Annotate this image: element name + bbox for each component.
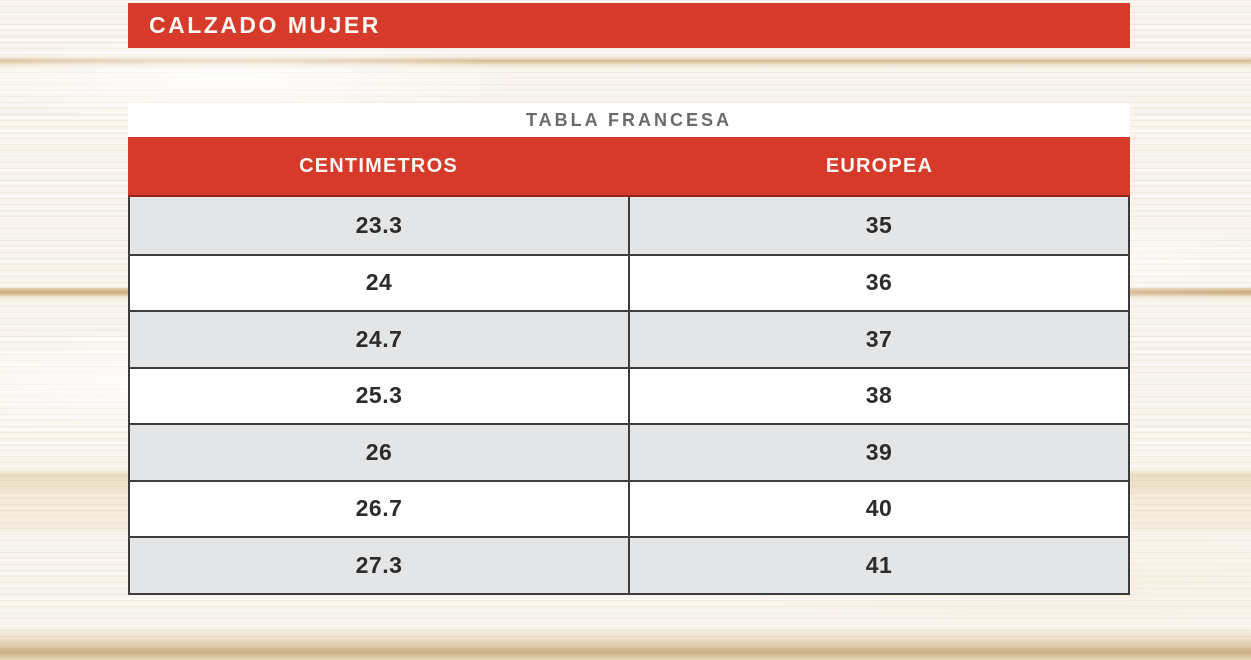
table-row: 23.3 35	[130, 197, 1128, 254]
cell-europea: 37	[865, 325, 893, 352]
section-title: CALZADO MUJER	[149, 12, 381, 38]
cell-europea: 39	[865, 438, 893, 465]
cell-centimetros: 26.7	[130, 481, 630, 536]
cell-europea: 40	[865, 495, 893, 522]
cell-europea: 41	[865, 551, 893, 578]
section-title-banner: CALZADO MUJER	[128, 3, 1130, 48]
table-row: 24.7 37	[130, 310, 1128, 367]
cell-europea: 36	[865, 269, 893, 296]
cell-europea: 38	[865, 382, 893, 409]
cell-centimetros: 23.3	[130, 197, 630, 254]
cell-centimetros: 24.7	[130, 312, 630, 367]
table-body: 23.3 35 24 36 24.7 37 25.3 38 26 39 26.7…	[128, 197, 1130, 595]
shoe-size-table: TABLA FRANCESA CENTIMETROS EUROPEA 23.3 …	[128, 103, 1130, 595]
table-row: 26 39	[130, 423, 1128, 480]
cell-centimetros: 27.3	[130, 538, 630, 593]
table-row: 24 36	[130, 253, 1128, 310]
table-row: 26.7 40	[130, 479, 1128, 536]
column-header-europea: EUROPEA	[825, 154, 934, 177]
cell-centimetros: 26	[130, 425, 630, 480]
cell-centimetros: 25.3	[130, 368, 630, 423]
table-row: 25.3 38	[130, 366, 1128, 423]
table-header-row: CENTIMETROS EUROPEA	[128, 137, 1130, 197]
table-row: 27.3 41	[130, 536, 1128, 593]
column-header-centimetros: CENTIMETROS	[299, 154, 458, 177]
cell-europea: 35	[865, 211, 893, 238]
cell-centimetros: 24	[130, 255, 630, 310]
table-title: TABLA FRANCESA	[128, 103, 1130, 137]
